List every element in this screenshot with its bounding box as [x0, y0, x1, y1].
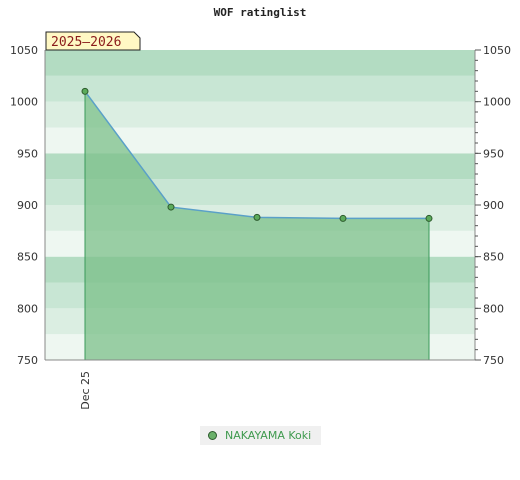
data-point	[339, 214, 347, 222]
chart-title: WOF ratinglist	[213, 6, 307, 19]
legend-label: NAKAYAMA Koki	[225, 429, 312, 442]
y-tick-label-left: 750	[17, 354, 38, 367]
series-area	[85, 91, 429, 360]
y-tick-label-right: 800	[483, 302, 504, 315]
y-tick-label-right: 1000	[483, 96, 511, 109]
y-tick-label-right: 1050	[483, 44, 511, 57]
grid-band	[45, 101, 475, 128]
grid-band	[45, 50, 475, 76]
data-point	[167, 203, 175, 211]
x-tick-label: Dec 25	[79, 371, 92, 410]
data-point	[253, 213, 261, 221]
legend-marker-icon	[208, 431, 217, 440]
y-tick-label-left: 1000	[10, 96, 38, 109]
grid-band	[45, 75, 475, 102]
y-tick-label-left: 900	[17, 199, 38, 212]
y-tick-label-left: 950	[17, 147, 38, 160]
y-tick-label-left: 1050	[10, 44, 38, 57]
y-tick-label-right: 850	[483, 251, 504, 264]
data-point	[81, 87, 89, 95]
season-label-box	[45, 31, 141, 51]
season-label: 2025–2026	[51, 35, 121, 50]
y-tick-label-right: 750	[483, 354, 504, 367]
y-tick-label-left: 850	[17, 251, 38, 264]
y-tick-label-left: 800	[17, 302, 38, 315]
y-tick-label-right: 950	[483, 147, 504, 160]
y-tick-label-right: 900	[483, 199, 504, 212]
data-point	[425, 214, 433, 222]
legend: NAKAYAMA Koki	[200, 426, 321, 445]
